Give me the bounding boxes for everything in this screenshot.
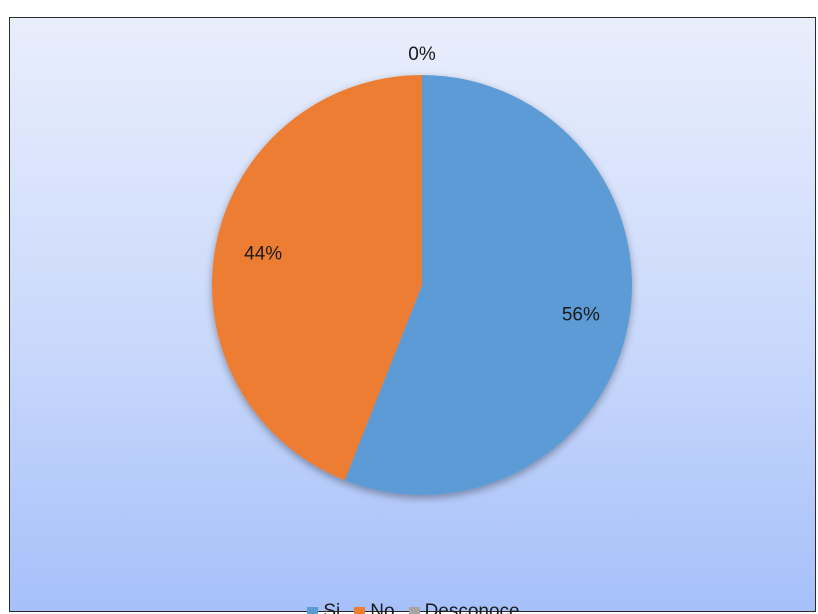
clipped-caption-strip [0,0,818,17]
legend-swatch-desconoce [408,606,420,614]
legend-item-no: No [354,601,395,614]
legend-swatch-no [354,606,366,614]
data-label-desconoce: 0% [408,44,436,65]
legend-label-no: No [370,601,395,614]
data-label-no: 44% [244,244,282,265]
legend-label-desconoce: Desconoce [424,601,520,614]
pie-slices [212,75,632,495]
pie-chart: 56% 44% 0% [212,44,632,495]
legend-swatch-si [307,606,319,614]
data-label-si: 56% [562,304,600,325]
legend-item-desconoce: Desconoce [408,601,520,614]
chart-legend: Si No Desconoce [10,601,817,614]
legend-item-si: Si [307,601,340,614]
chart-frame: 56% 44% 0% Si No Desconoce [9,17,817,614]
legend-label-si: Si [323,601,341,614]
pie-slice-si [344,75,632,495]
pie-slice-no [212,75,422,481]
